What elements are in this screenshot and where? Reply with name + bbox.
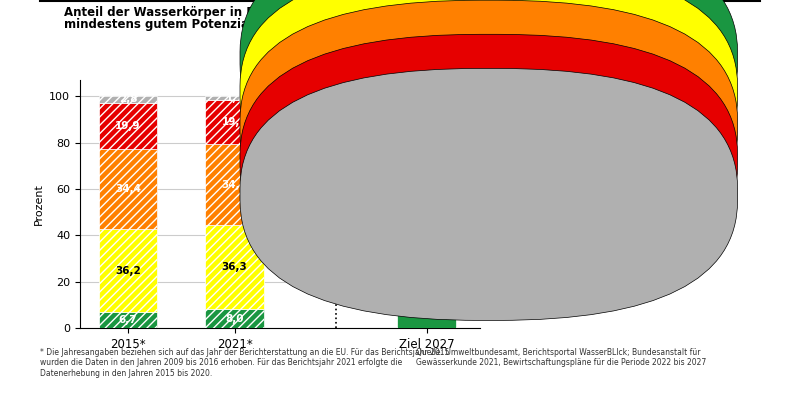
Text: unbefriedigend (Zustand und Potenzial): unbefriedigend (Zustand und Potenzial) xyxy=(502,121,702,131)
Text: mäßig (Zustand und Potenzial): mäßig (Zustand und Potenzial) xyxy=(502,87,656,97)
Text: gut oder höchstes (Potenzial): gut oder höchstes (Potenzial) xyxy=(502,57,649,67)
Text: 36,3: 36,3 xyxy=(222,262,247,272)
Bar xyxy=(206,96,264,100)
Bar xyxy=(206,100,264,144)
Text: 1,7: 1,7 xyxy=(226,93,244,103)
Text: 8,0: 8,0 xyxy=(226,314,244,324)
Text: gut oder sehr gut (Zustand);: gut oder sehr gut (Zustand); xyxy=(502,49,645,59)
Text: 6,7: 6,7 xyxy=(118,315,138,325)
Bar xyxy=(206,144,264,225)
Text: * Die Jahresangaben beziehen sich auf das Jahr der Berichterstattung an die EU. : * Die Jahresangaben beziehen sich auf da… xyxy=(40,348,450,378)
Bar xyxy=(98,228,158,312)
Text: 34,4: 34,4 xyxy=(115,184,141,194)
Bar xyxy=(206,96,264,100)
Bar xyxy=(98,96,158,103)
Bar xyxy=(98,103,158,149)
Bar xyxy=(206,100,264,144)
Bar xyxy=(98,149,158,228)
Bar xyxy=(206,225,264,310)
Bar xyxy=(206,225,264,310)
Text: unklar: unklar xyxy=(502,190,534,200)
Bar xyxy=(206,144,264,225)
Text: schlecht (Zustand und Potenzial): schlecht (Zustand und Potenzial) xyxy=(502,155,666,165)
Text: 100: 100 xyxy=(410,205,442,220)
Bar xyxy=(398,96,456,328)
Bar xyxy=(98,312,158,328)
Text: 19,9: 19,9 xyxy=(115,121,141,131)
Bar xyxy=(98,312,158,328)
Text: mindestens gutem Potenzial: mindestens gutem Potenzial xyxy=(64,18,253,31)
Text: Quelle: Umweltbundesamt, Berichtsportal WasserBLIck; Bundesanstalt für
Gewässerk: Quelle: Umweltbundesamt, Berichtsportal … xyxy=(416,348,706,367)
Text: 36,2: 36,2 xyxy=(115,266,141,276)
Bar xyxy=(206,310,264,328)
Text: Anteil der Wasserkörper in Fließgewässern in mindestens gutem Zustand oder mit: Anteil der Wasserkörper in Fließgewässer… xyxy=(64,6,613,19)
Text: 19,1: 19,1 xyxy=(222,117,247,127)
Text: 2,8: 2,8 xyxy=(118,94,138,104)
Bar xyxy=(98,103,158,149)
Bar xyxy=(206,310,264,328)
Bar xyxy=(98,228,158,312)
Text: 34,9: 34,9 xyxy=(222,180,247,190)
Y-axis label: Prozent: Prozent xyxy=(34,183,44,225)
Bar xyxy=(98,96,158,103)
Bar xyxy=(98,149,158,228)
